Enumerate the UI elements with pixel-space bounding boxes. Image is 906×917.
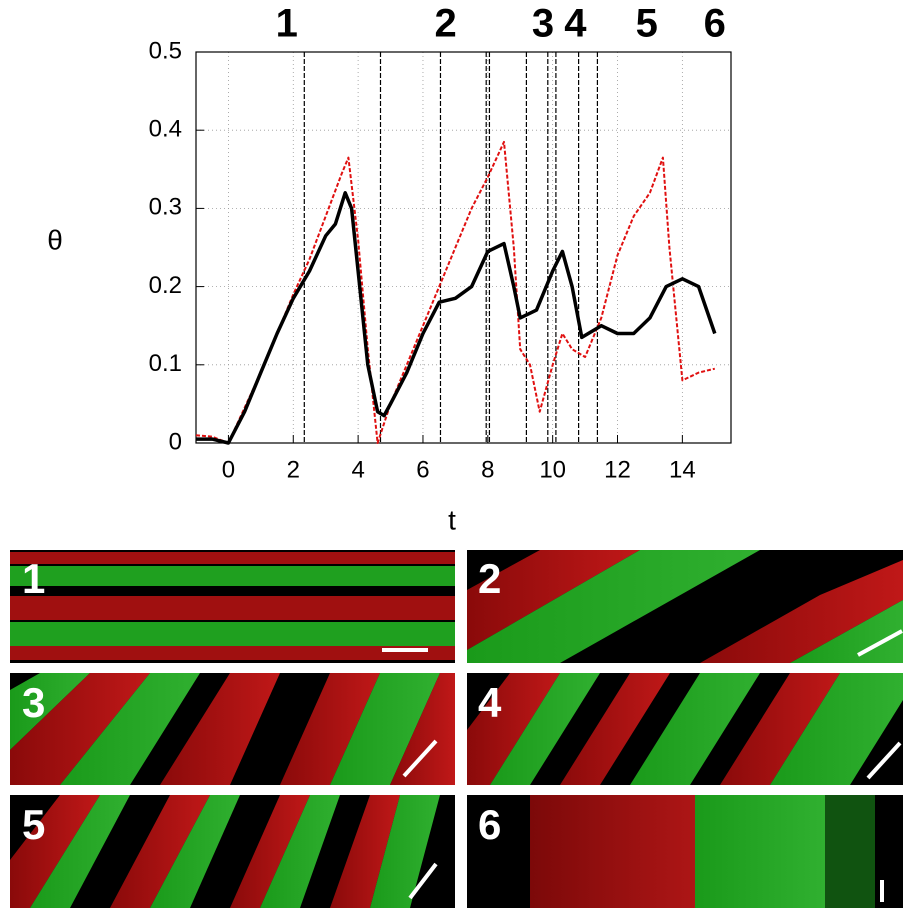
x-tick-label: 2 — [287, 456, 300, 483]
event-label: 5 — [636, 2, 658, 46]
event-label: 1 — [276, 2, 298, 46]
event-label: 4 — [564, 2, 587, 46]
y-tick-label: 0.4 — [149, 116, 182, 143]
x-tick-label: 6 — [416, 456, 429, 483]
panel-label: 5 — [22, 801, 45, 848]
y-tick-label: 0.2 — [149, 272, 182, 299]
panel-image — [10, 673, 455, 785]
event-label: 2 — [435, 2, 457, 46]
panel-label: 3 — [22, 679, 45, 726]
x-tick-label: 4 — [351, 456, 364, 483]
panel-label: 4 — [478, 679, 502, 726]
panel-image — [10, 795, 455, 908]
event-label: 3 — [532, 2, 554, 46]
panel-label: 2 — [478, 555, 501, 602]
x-tick-label: 8 — [481, 456, 494, 483]
panel-label: 1 — [22, 555, 45, 602]
y-tick-label: 0 — [169, 428, 182, 455]
panel-image — [467, 550, 903, 663]
x-tick-label: 12 — [604, 456, 631, 483]
panel-image — [10, 550, 455, 663]
x-tick-label: 14 — [669, 456, 696, 483]
x-tick-label: 0 — [222, 456, 235, 483]
panel-image — [467, 795, 903, 908]
x-tick-label: 10 — [539, 456, 566, 483]
y-tick-label: 0.3 — [149, 194, 182, 221]
x-axis-label: t — [448, 504, 456, 535]
event-label: 6 — [704, 2, 726, 46]
y-axis-label: θ — [47, 224, 63, 255]
series-line — [195, 140, 716, 444]
y-tick-label: 0.1 — [149, 350, 182, 377]
plot-frame — [195, 51, 732, 444]
panel-image — [467, 673, 903, 785]
series-line — [196, 191, 717, 445]
panel-label: 6 — [478, 801, 501, 848]
y-tick-label: 0.5 — [149, 37, 182, 64]
